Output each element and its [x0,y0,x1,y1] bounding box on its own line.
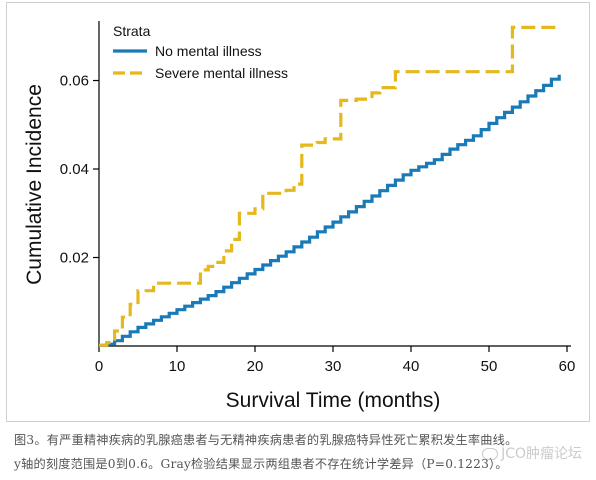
x-tick-label: 10 [169,358,186,375]
x-tick-label: 50 [481,358,498,375]
figure-caption: 图3。有严重精神疾病的乳腺癌患者与无精神疾病患者的乳腺癌特异性死亡累积发生率曲线… [14,428,586,476]
figure-frame: 0 10 20 30 40 50 60 0.02 0.04 0.06 Survival Time (… [6,2,590,422]
x-tick-label: 0 [95,358,103,375]
series-line-no-mental-illness [99,74,561,347]
plot-area: 0 10 20 30 40 50 60 0.02 0.04 0.06 Survival Time (… [23,21,575,412]
y-tick-label: 0.06 [60,73,89,90]
caption-line-1: 图3。有严重精神疾病的乳腺癌患者与无精神疾病患者的乳腺癌特异性死亡累积发生率曲线… [14,433,518,447]
watermark: JCO肿瘤论坛 [482,443,582,463]
series-line-severe-mental-illness [99,25,560,347]
x-tick-label: 60 [559,358,576,375]
cumulative-incidence-chart: 0 10 20 30 40 50 60 0.02 0.04 0.06 Survival Time (… [23,21,575,412]
legend-label: Severe mental illness [155,65,288,81]
legend-title: Strata [113,23,151,39]
x-tick-label: 30 [325,358,342,375]
watermark-text: JCO肿瘤论坛 [501,446,582,462]
wechat-icon [482,448,499,460]
x-axis-label: Survival Time (months) [226,389,441,412]
y-tick-label: 0.04 [60,161,89,178]
x-tick-label: 40 [403,358,420,375]
x-tick-label: 20 [247,358,264,375]
y-tick-label: 0.02 [60,250,89,267]
y-axis-label: Cumulative Incidence [23,84,46,285]
caption-line-2: y轴的刻度范围是0到0.6。Gray检验结果显示两组患者不存在统计学差异（P=0… [14,457,508,471]
legend-label: No mental illness [155,43,262,59]
